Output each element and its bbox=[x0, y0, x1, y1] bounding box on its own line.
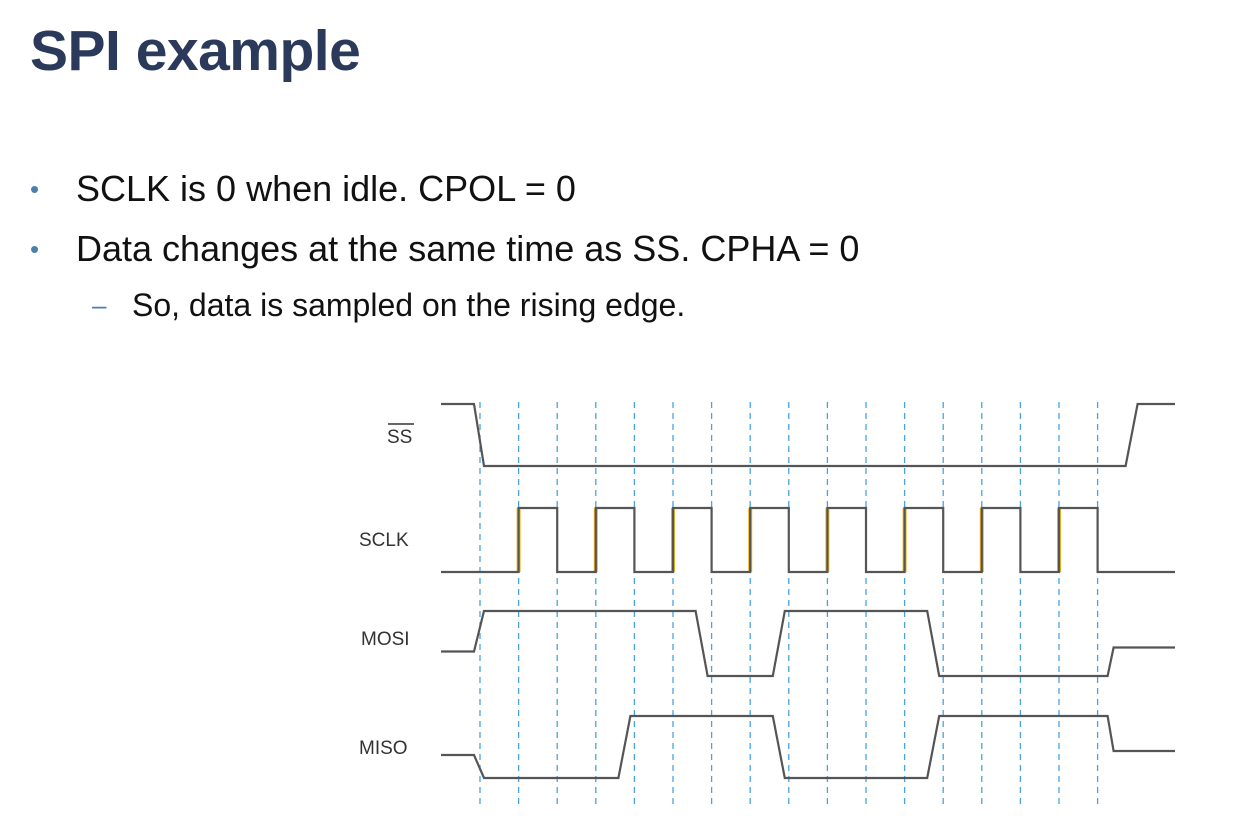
signal-label-miso: MISO bbox=[359, 738, 408, 759]
bullet-text-cpha: Data changes at the same time as SS. CPH… bbox=[76, 228, 860, 269]
signal-label-sclk: SCLK bbox=[359, 530, 409, 551]
mosi-waveform bbox=[441, 609, 1175, 678]
bullet-marker: • bbox=[30, 174, 40, 204]
signal-label-ss: SS bbox=[387, 427, 412, 448]
bullet-text-cpol: SCLK is 0 when idle. CPOL = 0 bbox=[76, 168, 576, 209]
signal-label-mosi: MOSI bbox=[361, 629, 410, 650]
sub-bullet-marker: – bbox=[92, 290, 107, 320]
timing-guide-lines bbox=[479, 402, 1099, 808]
waveforms bbox=[441, 402, 1175, 780]
sclk-waveform bbox=[441, 506, 1175, 574]
miso-waveform bbox=[441, 714, 1175, 780]
bullet-marker: • bbox=[30, 234, 40, 264]
sub-bullet-text: So, data is sampled on the rising edge. bbox=[132, 287, 686, 323]
slide-title: SPI example bbox=[30, 19, 361, 83]
signal-labels: SS SCLK MOSI MISO bbox=[359, 423, 414, 759]
ss-waveform bbox=[441, 402, 1175, 468]
